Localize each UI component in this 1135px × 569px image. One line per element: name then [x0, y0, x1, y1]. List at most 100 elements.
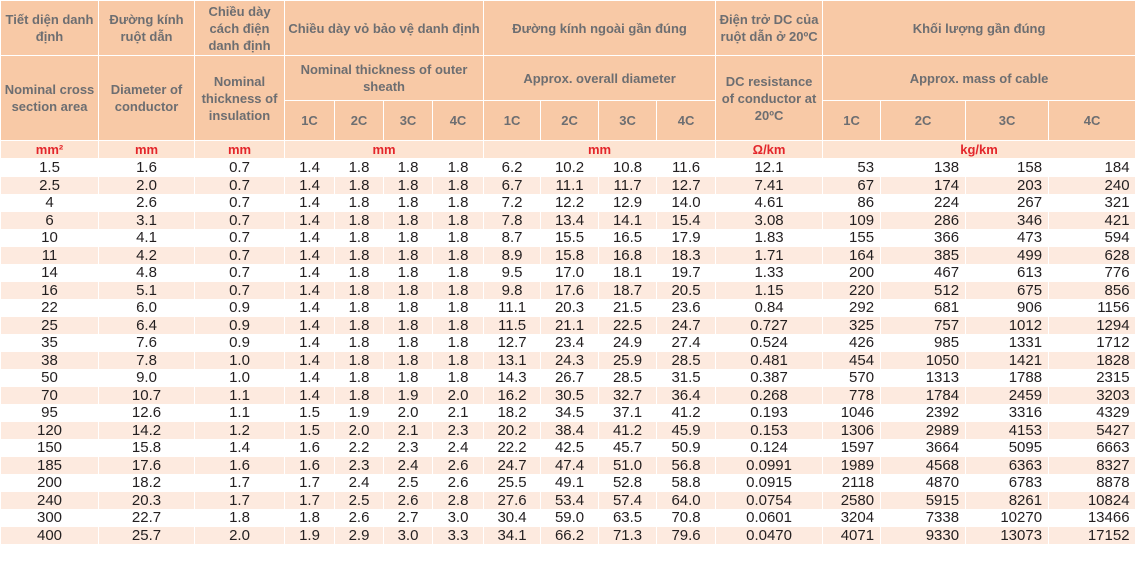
cell: 200 — [822, 264, 881, 282]
cell: 0.268 — [715, 386, 823, 404]
cell: 400 — [0, 526, 99, 544]
cell: 2.4 — [431, 439, 484, 457]
cell: 325 — [822, 316, 881, 334]
cell: 613 — [965, 264, 1049, 282]
cell: 0.387 — [715, 369, 823, 387]
cell: 22.7 — [98, 509, 195, 527]
cell: 14.2 — [98, 421, 195, 439]
cell: 1.8 — [334, 246, 384, 264]
data-row: 1.5 1.6 0.7 1.4 1.8 1.8 1.8 6.2 10.2 10.8 11.6 12.1… — [0, 158, 1135, 177]
cell: 22 — [0, 299, 99, 317]
cell: 467 — [880, 264, 966, 282]
cell: 1.8 — [431, 229, 484, 247]
cell: 53 — [822, 158, 881, 177]
header-sub: 3C — [383, 100, 433, 141]
cell: 7.8 — [98, 351, 195, 369]
cell: 18.1 — [598, 264, 657, 282]
cell: 985 — [880, 334, 966, 352]
cell: 18.7 — [598, 281, 657, 299]
cell: 4153 — [965, 421, 1049, 439]
cell: 24.9 — [598, 334, 657, 352]
cell: 70.8 — [656, 509, 716, 527]
cell: 28.5 — [598, 369, 657, 387]
header-sub: 3C — [598, 100, 658, 141]
cell: 1012 — [965, 316, 1049, 334]
cell: 1.8 — [383, 176, 433, 194]
cell: 5095 — [965, 439, 1049, 457]
cell: 1.4 — [284, 281, 335, 299]
cell: 2.7 — [383, 509, 433, 527]
cell: 7.6 — [98, 334, 195, 352]
cell: 0.0915 — [715, 474, 823, 492]
cell: 2.6 — [98, 194, 195, 212]
header-en: Diameter of conductor — [98, 55, 195, 141]
data-row: 38 7.8 1.0 1.4 1.8 1.8 1.8 13.1 24.3 25.9 28.5 0.48… — [0, 351, 1135, 369]
cell: 1.6 — [194, 456, 285, 474]
cell: 1.8 — [431, 246, 484, 264]
cell: 1.9 — [284, 526, 335, 544]
cell: 2.9 — [334, 526, 384, 544]
cell: 0.7 — [194, 246, 285, 264]
header-vi: Chiều dày vỏ bảo vệ danh định — [283, 0, 485, 56]
cell: 0.727 — [715, 316, 823, 334]
cell: 1.8 — [334, 176, 384, 194]
cell: 0.9 — [194, 299, 285, 317]
cell: 12.9 — [598, 194, 657, 212]
cell: 155 — [822, 229, 881, 247]
cell: 0.481 — [715, 351, 823, 369]
cell: 4 — [0, 194, 99, 212]
cell: 856 — [1048, 281, 1135, 299]
cell: 4568 — [880, 456, 966, 474]
header-sub: 1C — [284, 100, 335, 141]
cell: 1.8 — [334, 281, 384, 299]
cell: 6363 — [965, 456, 1049, 474]
cell: 2315 — [1048, 369, 1135, 387]
cell: 1.8 — [334, 264, 384, 282]
cell: 1331 — [965, 334, 1049, 352]
header-en: Nominal thickness of outer sheath — [283, 55, 485, 101]
cell: 51.0 — [598, 456, 657, 474]
cell: 25.7 — [98, 526, 195, 544]
cell: 346 — [965, 211, 1049, 229]
data-row: 14 4.8 0.7 1.4 1.8 1.8 1.8 9.5 17.0 18.1 19.7 1.33 2… — [0, 264, 1135, 282]
cell: 42.5 — [540, 439, 599, 457]
cell: 26.7 — [540, 369, 599, 387]
cell: 1.8 — [383, 211, 433, 229]
data-row: 240 20.3 1.7 1.7 2.5 2.6 2.8 27.6 53.4 57.4 64.0 0.… — [0, 491, 1135, 509]
cell: 0.0754 — [715, 491, 823, 509]
cell: 426 — [822, 334, 881, 352]
cell: 2.0 — [431, 386, 484, 404]
cell: 1989 — [822, 456, 881, 474]
header-row: Nominal cross section area Diameter of co… — [0, 55, 1135, 141]
header-sub: 4C — [431, 100, 485, 141]
cell: 6783 — [965, 474, 1049, 492]
header-sub: 3C — [965, 100, 1050, 141]
cell: 1.8 — [383, 246, 433, 264]
cell: 7.41 — [715, 176, 823, 194]
cell: 1.8 — [383, 351, 433, 369]
cell: 3204 — [822, 509, 881, 527]
cell: 2.0 — [334, 421, 384, 439]
cell: 3.3 — [431, 526, 484, 544]
cell: 1.4 — [284, 158, 335, 177]
cell: 34.1 — [483, 526, 541, 544]
cell: 66.2 — [540, 526, 599, 544]
cell: 421 — [1048, 211, 1135, 229]
cell: 1.4 — [284, 264, 335, 282]
cell: 1.8 — [334, 211, 384, 229]
cell: 0.153 — [715, 421, 823, 439]
cell: 0.7 — [194, 281, 285, 299]
cell: 1.4 — [284, 299, 335, 317]
cell: 16.5 — [598, 229, 657, 247]
cell: 95 — [0, 404, 99, 422]
cell: 4.61 — [715, 194, 823, 212]
cell: 27.6 — [483, 491, 541, 509]
cell: 18.3 — [656, 246, 716, 264]
data-row: 185 17.6 1.6 1.6 2.3 2.4 2.6 24.7 47.4 51.0 56.8 0.… — [0, 456, 1135, 474]
header-row: 1C 2C 3C 4C 1C 2C 3C 4C 1C 2C 3C 4C — [1, 100, 1135, 141]
cell: 9.5 — [483, 264, 541, 282]
cell: 2392 — [880, 404, 966, 422]
cell: 67 — [822, 176, 881, 194]
header-vi: Chiều dày cách điện danh định — [194, 0, 285, 56]
